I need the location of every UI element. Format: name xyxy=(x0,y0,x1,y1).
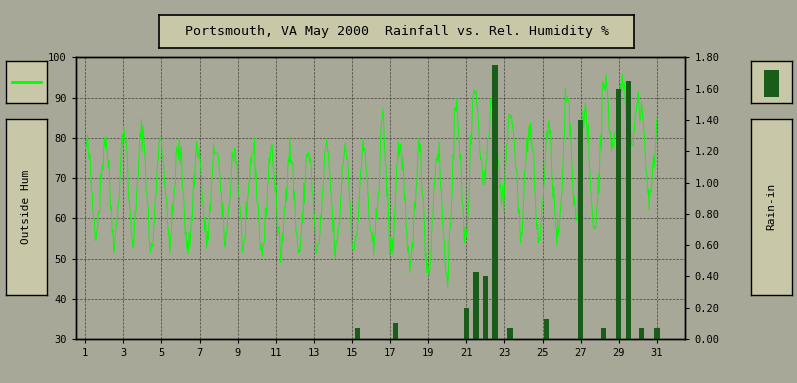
Bar xyxy=(493,65,497,339)
Text: Outside Hum: Outside Hum xyxy=(22,170,31,244)
Bar xyxy=(473,272,478,339)
Bar xyxy=(544,319,549,339)
Bar xyxy=(578,120,583,339)
Bar xyxy=(639,328,644,339)
Bar xyxy=(483,277,488,339)
Text: Portsmouth, VA May 2000  Rainfall vs. Rel. Humidity %: Portsmouth, VA May 2000 Rainfall vs. Rel… xyxy=(185,25,608,38)
Bar xyxy=(355,328,360,339)
Text: Rain-in: Rain-in xyxy=(767,183,776,231)
Bar xyxy=(626,81,631,339)
Bar xyxy=(393,323,398,339)
Bar xyxy=(508,328,512,339)
Bar xyxy=(601,328,607,339)
Bar xyxy=(616,89,622,339)
Bar xyxy=(654,328,659,339)
Bar xyxy=(464,308,469,339)
